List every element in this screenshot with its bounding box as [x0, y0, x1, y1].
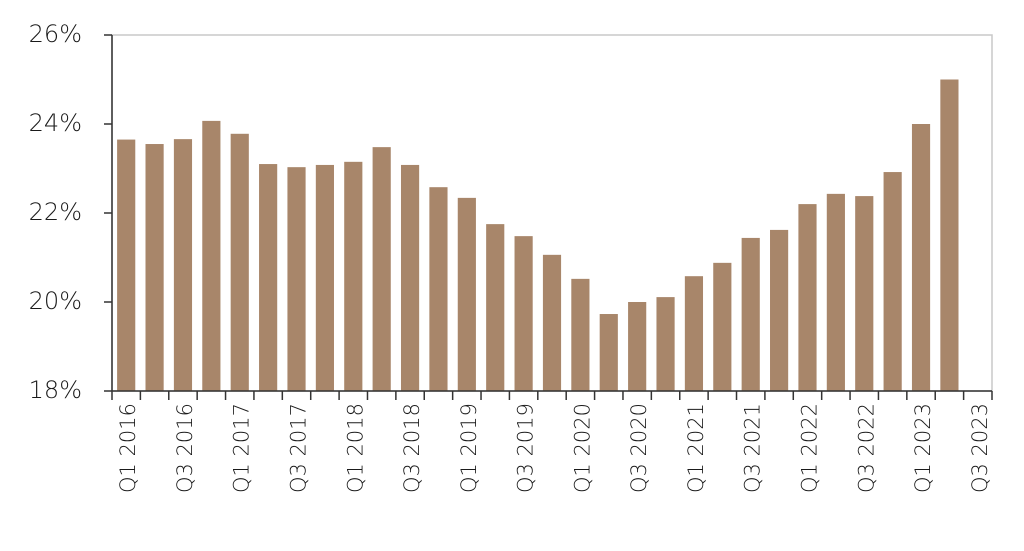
bar: [202, 120, 221, 391]
x-tick-label: Q3 2020: [627, 403, 651, 493]
bar: [798, 204, 817, 391]
bar: [741, 237, 760, 391]
bar: [457, 197, 476, 391]
x-tick-label: Q3 2023: [968, 403, 992, 493]
bar: [542, 254, 562, 391]
bar: [259, 164, 278, 391]
bar: [599, 314, 618, 391]
bar: [230, 133, 249, 392]
x-tick-label: Q3 2019: [514, 403, 538, 493]
x-tick-label: Q3 2022: [854, 403, 878, 493]
bar: [713, 262, 732, 391]
y-tick-label: 24%: [29, 109, 82, 137]
x-tick-label: Q1 2019: [457, 403, 481, 493]
x-tick-label: Q1 2023: [911, 403, 935, 493]
bar: [400, 164, 420, 391]
x-tick-label: Q1 2020: [570, 403, 594, 493]
x-tick-label: Q3 2018: [400, 403, 424, 493]
bar: [145, 144, 164, 391]
bar: [117, 139, 136, 391]
bar: [514, 236, 533, 391]
x-tick-label: Q1 2017: [230, 403, 254, 493]
bar: [429, 187, 448, 391]
x-tick-label: Q1 2022: [797, 403, 821, 493]
bar: [656, 297, 675, 391]
bar: [628, 302, 647, 391]
bar: [173, 139, 193, 391]
y-tick-label: 18%: [29, 376, 82, 404]
x-tick-label: Q1 2021: [684, 403, 708, 493]
bar: [571, 278, 590, 391]
bar: [287, 167, 306, 391]
bar: [855, 196, 874, 391]
bar: [684, 276, 704, 391]
bar: [486, 224, 505, 391]
x-tick-label: Q3 2021: [741, 403, 765, 493]
x-tick-label: Q3 2016: [173, 403, 197, 493]
x-tick-label: Q1 2016: [116, 403, 140, 493]
bar: [770, 229, 789, 391]
bar: [883, 172, 902, 391]
bar: [826, 193, 845, 391]
x-tick-label: Q1 2018: [343, 403, 367, 493]
bar: [315, 164, 334, 391]
y-tick-label: 26%: [29, 20, 82, 48]
bar: [911, 124, 931, 391]
y-tick-label: 20%: [29, 287, 82, 315]
x-tick-label: Q3 2017: [287, 403, 311, 493]
bar: [372, 147, 391, 391]
bar: [344, 161, 363, 391]
y-tick-label: 22%: [29, 198, 82, 226]
bar: [940, 79, 959, 391]
